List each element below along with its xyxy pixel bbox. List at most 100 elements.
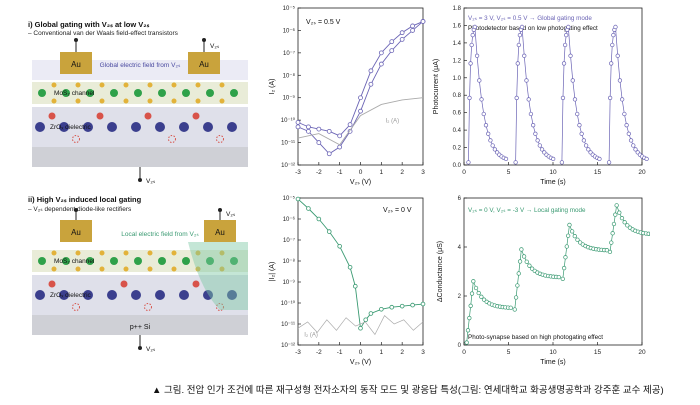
vds-label-top: V₂ₛ xyxy=(210,43,220,50)
data-point xyxy=(622,220,627,225)
data-point xyxy=(564,32,569,38)
y-tick-label: 10⁻¹² xyxy=(281,163,295,169)
x-tick-label: 20 xyxy=(638,349,646,356)
data-point xyxy=(562,42,568,48)
data-point xyxy=(517,259,523,264)
vds-annotation: V₂ₛ = 0 V xyxy=(383,207,412,214)
x-tick-label: 3 xyxy=(421,349,425,356)
data-point xyxy=(633,147,638,152)
data-point xyxy=(519,24,525,30)
y-tick-label: 0 xyxy=(458,343,462,349)
local-gating-device-svg: p++ Si xyxy=(32,208,248,353)
substrate-top xyxy=(32,147,248,167)
y-axis-label: I₂ (A) xyxy=(269,79,276,95)
data-point xyxy=(306,128,311,134)
data-point xyxy=(581,138,587,143)
data-point xyxy=(577,123,582,128)
data-point xyxy=(368,311,374,316)
data-point xyxy=(490,143,495,148)
data-point xyxy=(539,147,545,152)
data-point xyxy=(399,30,405,36)
data-point xyxy=(469,42,474,48)
mode-description: Photodetector based on low photogating e… xyxy=(468,25,598,32)
data-point xyxy=(529,266,535,271)
data-point xyxy=(306,124,311,130)
data-point xyxy=(521,254,527,259)
data-point xyxy=(609,240,614,245)
pulse-line xyxy=(562,223,607,279)
data-point xyxy=(469,291,475,296)
data-point xyxy=(615,53,620,58)
data-point xyxy=(358,95,363,101)
data-point xyxy=(464,340,469,345)
data-point xyxy=(410,23,415,29)
dielectric-atoms-bottom xyxy=(35,280,237,311)
data-point xyxy=(316,126,322,132)
data-point xyxy=(410,28,415,33)
y-tick-label: 10⁻⁶ xyxy=(283,216,296,223)
data-point xyxy=(295,119,301,125)
data-point xyxy=(567,222,572,228)
data-point xyxy=(526,97,531,102)
data-point xyxy=(527,263,532,268)
electrode-right-bottom xyxy=(204,220,236,242)
x-tick-label: -3 xyxy=(295,349,301,356)
pulse-line xyxy=(561,26,600,163)
data-point xyxy=(347,265,353,270)
data-point xyxy=(613,212,618,217)
y-tick-label: 10⁻⁹ xyxy=(283,95,296,102)
data-point xyxy=(565,233,571,238)
data-point xyxy=(508,305,513,310)
y-tick-label: 10⁻⁹ xyxy=(283,279,296,286)
data-point xyxy=(626,131,631,136)
local-gating-subheading: – V₂ₛ dependent diode-like rectifiers xyxy=(28,206,132,213)
data-point xyxy=(607,95,613,101)
vds-label-bottom: V₂ₛ xyxy=(226,211,236,218)
data-point xyxy=(399,37,405,42)
data-point xyxy=(561,61,567,66)
data-point xyxy=(368,68,374,74)
data-point xyxy=(611,221,617,227)
y-tick-label: 1.6 xyxy=(453,23,462,29)
y-axis-label: Photocurrent (μA) xyxy=(433,59,440,114)
global-gating-heading: i) Global gating with V₂ₛ at low V₂ₛ xyxy=(28,20,150,29)
data-point xyxy=(570,78,575,83)
y-tick-label: 10⁻⁸ xyxy=(283,258,296,265)
y-tick-label: 10⁻⁷ xyxy=(283,50,295,57)
data-point xyxy=(465,328,471,333)
data-point xyxy=(316,140,322,145)
data-point xyxy=(559,160,565,165)
data-point xyxy=(316,216,322,222)
pulse-line xyxy=(514,249,559,310)
schematic-global-gating: i) Global gating with V₂ₛ at low V₂ₛ – C… xyxy=(20,0,280,190)
data-point xyxy=(295,196,301,202)
data-point xyxy=(516,42,521,48)
data-point xyxy=(586,147,591,152)
data-point xyxy=(515,283,520,288)
vds-annotation: V₂ₛ = 0.5 V xyxy=(306,19,341,26)
data-point xyxy=(368,81,374,87)
electrode-right-bottom-label: Au xyxy=(215,228,225,237)
data-point xyxy=(488,138,493,143)
figure-caption: ▲ 그림. 전압 인가 조건에 따른 재구성형 전자소자의 동작 모드 및 광응… xyxy=(152,385,664,396)
data-point xyxy=(410,302,415,308)
data-point xyxy=(468,61,473,66)
plot-frame xyxy=(463,197,643,346)
substrate-bottom xyxy=(32,315,248,335)
chart-transfer-local: -3 -2 -1 0 1 2 3 10⁻¹² 10⁻¹¹ 10⁻¹⁰ 10⁻⁹ 10⁻⁸ 10⁻⁷ 10⁻… xyxy=(269,195,426,366)
y-tick-label: 10⁻¹⁰ xyxy=(281,117,296,124)
x-tick-label: -2 xyxy=(316,349,322,356)
data-point xyxy=(399,303,405,309)
mos2-channel-label-top: MoS₂ channel xyxy=(54,90,95,97)
x-tick-label: 0 xyxy=(359,349,363,356)
electrode-right-top-label: Au xyxy=(199,60,209,69)
data-point xyxy=(352,283,358,289)
data-point xyxy=(389,48,395,54)
data-point xyxy=(575,237,580,242)
mos2-atoms-bottom xyxy=(38,250,238,272)
data-point xyxy=(467,95,472,101)
y-tick-label: 10⁻⁵ xyxy=(283,5,296,12)
mode-annotation: V₂ₛ = 3 V, V₂ₛ = 0.5 V → Global gating m… xyxy=(468,15,592,22)
data-point xyxy=(347,122,353,128)
x-tick-label: 1 xyxy=(380,169,384,176)
